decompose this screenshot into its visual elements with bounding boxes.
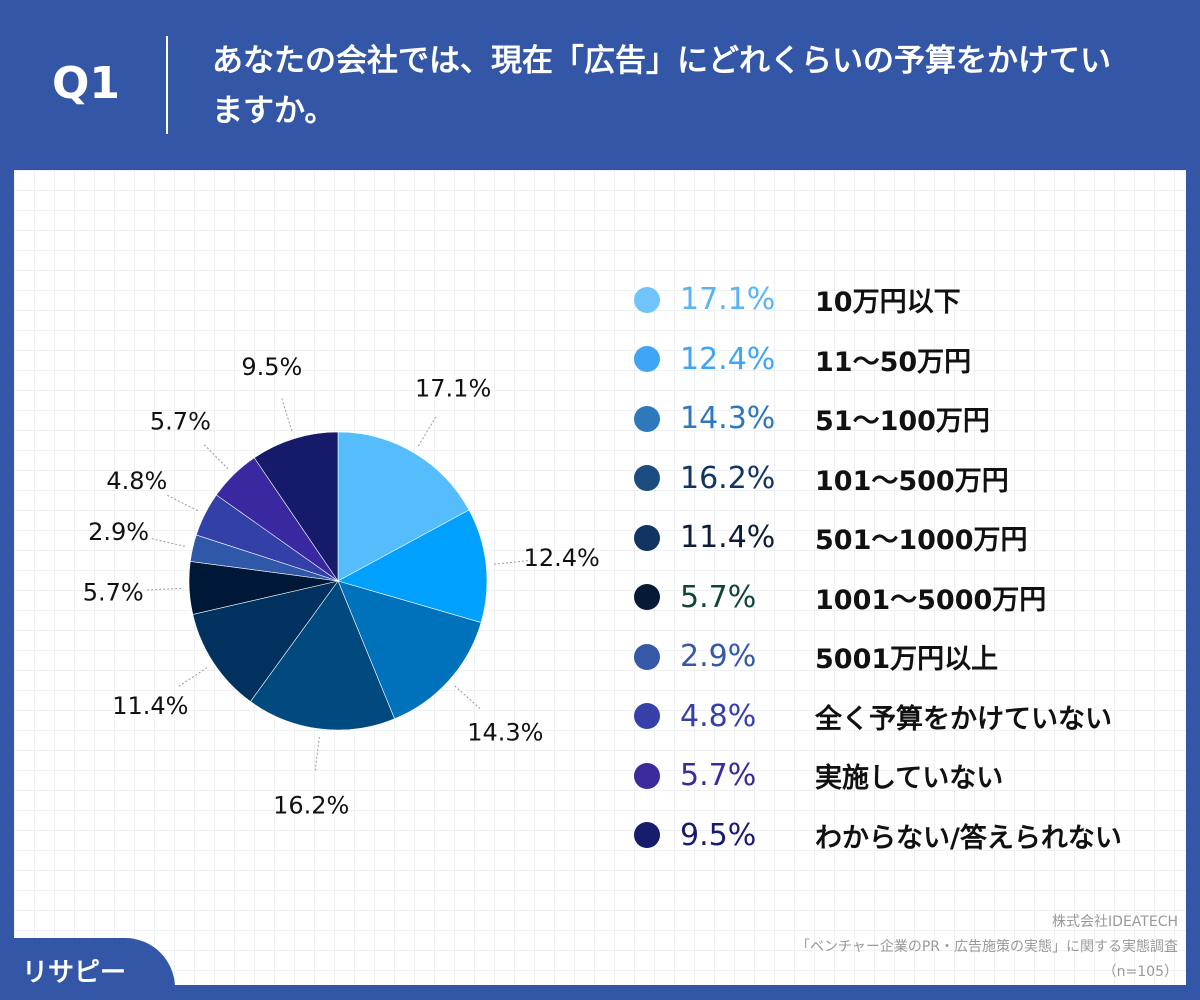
- pie-slice: [337, 431, 470, 582]
- legend-swatch: [634, 643, 660, 670]
- data-label: 5.7%: [150, 407, 211, 435]
- data-label: 5.7%: [83, 579, 144, 607]
- legend-item: 4.8% 全く予算をかけていない: [620, 687, 1122, 747]
- source-note: 株式会社IDEATECH 「ベンチャー企業のPR・広告施策の実態」に関する実態調…: [796, 910, 1178, 985]
- pie-slice: [337, 580, 482, 720]
- legend-percent: 9.5%: [680, 817, 757, 853]
- legend-label: わからない/答えられない: [815, 822, 1122, 854]
- legend-swatch: [634, 762, 660, 789]
- question-title: あなたの会社では、現在「広告」にどれくらいの予算をかけていますか。: [212, 43, 1111, 129]
- leader-line: [417, 416, 437, 447]
- legend-percent: 12.4%: [680, 341, 776, 377]
- data-label: 12.4%: [524, 544, 600, 572]
- leader-line: [494, 560, 528, 565]
- legend-label: 501～1000万円: [815, 525, 1028, 557]
- data-label: 4.8%: [106, 467, 167, 495]
- leader-line: [454, 685, 481, 710]
- legend-item: 2.9% 5001万円以上: [620, 627, 1122, 687]
- data-label: 11.4%: [112, 692, 188, 720]
- divider: [166, 36, 168, 134]
- data-label: 9.5%: [241, 353, 302, 381]
- leader-line: [178, 667, 208, 687]
- legend: 17.1% 10万円以下 12.4% 11～50万円 14.3% 51～100万円 16.2…: [620, 270, 1122, 865]
- legend-swatch: [634, 405, 660, 432]
- data-label: 16.2%: [273, 791, 349, 819]
- source-company: 株式会社IDEATECH: [1052, 914, 1178, 930]
- legend-swatch: [634, 703, 660, 730]
- data-label: 2.9%: [88, 518, 149, 546]
- header: Q1 あなたの会社では、現在「広告」にどれくらいの予算をかけていますか。: [0, 0, 1200, 170]
- legend-label: 全く予算をかけていない: [815, 703, 1112, 735]
- question-number: Q1: [52, 58, 121, 109]
- legend-swatch: [634, 584, 660, 611]
- legend-item: 12.4% 11～50万円: [620, 330, 1122, 390]
- legend-percent: 5.7%: [680, 579, 757, 615]
- source-survey: 「ベンチャー企業のPR・広告施策の実態」に関する実態調査: [795, 939, 1178, 955]
- legend-label: 11～50万円: [815, 346, 972, 378]
- data-label: 14.3%: [467, 718, 543, 746]
- legend-swatch: [634, 465, 660, 492]
- legend-percent: 4.8%: [680, 698, 757, 734]
- pie-slice: [337, 509, 488, 623]
- legend-percent: 5.7%: [680, 758, 757, 794]
- legend-label: 実施していない: [815, 763, 1004, 795]
- leader-line: [314, 736, 320, 771]
- legend-percent: 16.2%: [680, 460, 776, 496]
- legend-percent: 2.9%: [680, 639, 757, 675]
- legend-percent: 11.4%: [680, 520, 776, 556]
- legend-label: 101～500万円: [815, 465, 1009, 497]
- legend-swatch: [634, 524, 660, 551]
- pie-slice: [192, 580, 339, 702]
- legend-item: 14.3% 51～100万円: [620, 389, 1122, 449]
- legend-swatch: [634, 822, 660, 849]
- logo-text: リサピー: [22, 958, 127, 988]
- legend-item: 16.2% 101～500万円: [620, 449, 1122, 509]
- pie-slice: [250, 580, 395, 731]
- legend-item: 5.7% 実施していない: [620, 746, 1122, 806]
- leader-line: [203, 444, 229, 470]
- leader-line: [147, 587, 182, 591]
- leader-line: [281, 398, 293, 432]
- legend-swatch: [634, 346, 660, 373]
- legend-percent: 17.1%: [680, 282, 776, 318]
- pie-slice: [253, 431, 339, 582]
- legend-item: 5.7% 1001～5000万円: [620, 568, 1122, 628]
- leader-line: [151, 538, 186, 547]
- leader-line: [167, 494, 198, 512]
- legend-item: 11.4% 501～1000万円: [620, 508, 1122, 568]
- logo: リサピー: [0, 938, 175, 1000]
- legend-item: 9.5% わからない/答えられない: [620, 806, 1122, 866]
- legend-label: 5001万円以上: [815, 644, 999, 676]
- legend-label: 51～100万円: [815, 406, 990, 438]
- source-n: （n=105）: [1102, 964, 1178, 980]
- legend-label: 10万円以下: [815, 287, 961, 319]
- legend-item: 17.1% 10万円以下: [620, 270, 1122, 330]
- legend-label: 1001～5000万円: [815, 584, 1047, 616]
- legend-swatch: [634, 286, 660, 313]
- legend-percent: 14.3%: [680, 401, 776, 437]
- data-label: 17.1%: [415, 375, 491, 403]
